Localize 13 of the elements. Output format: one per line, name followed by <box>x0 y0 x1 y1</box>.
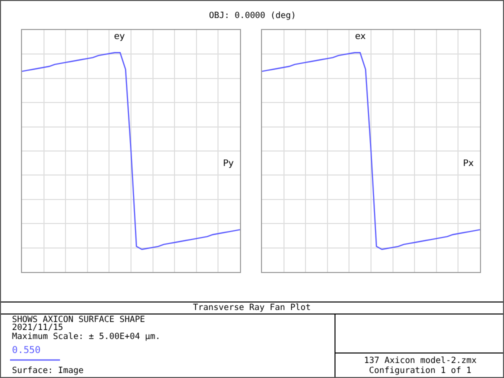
y-axis-title: ey <box>114 32 126 42</box>
text: 2021/11/15 <box>12 323 64 333</box>
text: 0.550 <box>12 345 41 356</box>
chart-title: OBJ: 0.0000 (deg) <box>209 11 296 21</box>
y-axis-title: ex <box>355 32 366 42</box>
text: Surface: Image <box>12 366 84 376</box>
text: Maximum Scale: ± 5.00E+04 µm. <box>12 332 160 342</box>
text: 137 Axicon model-2.zmx <box>364 356 477 366</box>
text: SHOWS AXICON SURFACE SHAPE <box>12 315 146 325</box>
x-axis-title: Py <box>223 159 234 169</box>
x-axis-title: Px <box>463 159 474 169</box>
text: Transverse Ray Fan Plot <box>193 303 311 313</box>
text: Configuration 1 of 1 <box>369 366 472 376</box>
